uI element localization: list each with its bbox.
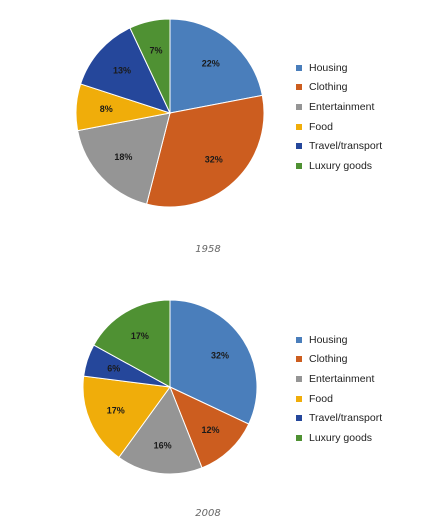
slice-label-housing: 22% (202, 59, 220, 69)
slice-label-food: 17% (107, 405, 125, 415)
slice-label-luxury-goods: 7% (150, 46, 163, 56)
slice-label-travel-transport: 13% (113, 66, 131, 76)
slice-label-travel-transport: 6% (107, 364, 120, 374)
legend-swatch (296, 415, 302, 422)
legend-item-housing: Housing (296, 58, 382, 78)
legend-swatch (296, 336, 302, 343)
legend-item-food: Food (296, 389, 382, 409)
legend-swatch (296, 395, 302, 402)
slice-label-food: 8% (100, 104, 113, 114)
pie-2008-canvas: 32% 12% 16% 17% 6% 17% (82, 299, 258, 475)
legend-item-clothing: Clothing (296, 350, 382, 370)
pie-slice-housing (169, 18, 263, 114)
legend-item-travel: Travel/transport (296, 408, 382, 428)
pie-slice-luxury-goods (93, 299, 171, 388)
legend-swatch (296, 64, 302, 71)
legend-swatch (296, 434, 302, 441)
legend-item-luxury: Luxury goods (296, 428, 382, 448)
pie-slice-entertainment (77, 112, 171, 205)
legend-item-clothing: Clothing (296, 78, 382, 98)
pie-slice-clothing (169, 386, 250, 469)
legend-swatch (296, 162, 302, 169)
legend-1958: Housing Clothing Entertainment Food Trav… (296, 58, 382, 176)
chart-caption-2008: 2008 (195, 508, 221, 519)
legend-item-travel: Travel/transport (296, 136, 382, 156)
legend-swatch (296, 84, 302, 91)
pie-slice-clothing (146, 94, 265, 208)
slice-label-clothing: 12% (201, 425, 219, 435)
legend-item-luxury: Luxury goods (296, 156, 382, 176)
legend-item-housing: Housing (296, 330, 382, 350)
pie-slice-food (82, 375, 171, 459)
chart-caption-1958: 1958 (195, 244, 221, 255)
pie-slice-luxury-goods (129, 18, 171, 114)
pie-1958-canvas: 22% 32% 18% 8% 13% 7% (75, 18, 265, 208)
legend-swatch (296, 356, 302, 363)
slice-label-clothing: 32% (205, 155, 223, 165)
legend-swatch (296, 123, 302, 130)
legend-2008: Housing Clothing Entertainment Food Trav… (296, 330, 382, 448)
slice-label-entertainment: 18% (114, 152, 132, 162)
slice-label-entertainment: 16% (154, 441, 172, 451)
pie-chart-1958: 22% 32% 18% 8% 13% 7% Housing Clothing Entert… (75, 18, 382, 255)
legend-swatch (296, 143, 302, 150)
legend-item-entertainment: Entertainment (296, 97, 382, 117)
pie-slice-entertainment (118, 385, 203, 475)
slice-label-housing: 32% (211, 350, 229, 360)
slice-label-luxury-goods: 17% (131, 331, 149, 341)
pie-slice-travel-transport (79, 27, 171, 114)
pie-chart-2008: 32% 12% 16% 17% 6% 17% Housing Clothing Enter… (0, 264, 428, 528)
pie-slice-housing (169, 299, 258, 425)
legend-item-food: Food (296, 117, 382, 137)
legend-swatch (296, 375, 302, 382)
legend-item-entertainment: Entertainment (296, 369, 382, 389)
legend-swatch (296, 103, 302, 110)
